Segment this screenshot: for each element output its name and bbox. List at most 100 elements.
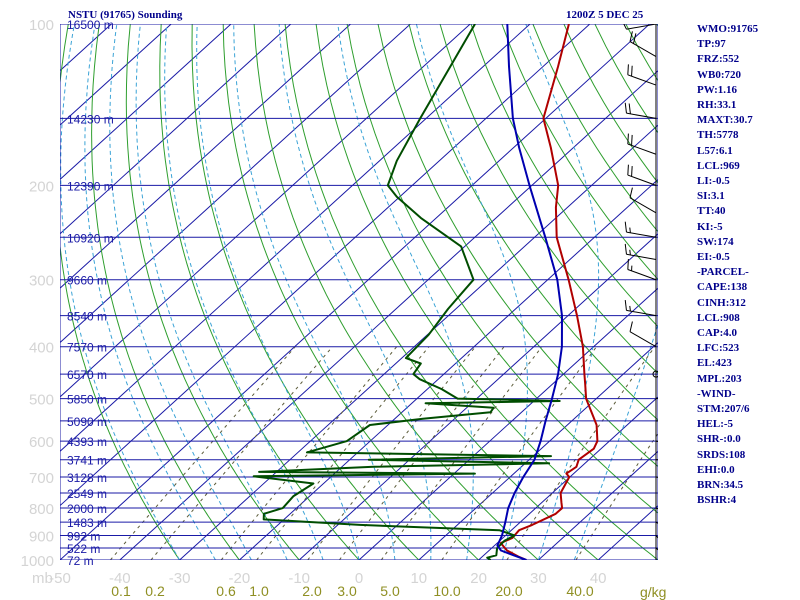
wind-barb	[655, 521, 658, 524]
stability-index-item: WB0:720	[697, 68, 741, 81]
wind-barb-feather	[670, 558, 676, 567]
wind-barb	[655, 507, 658, 510]
wind-barb	[656, 559, 657, 560]
wind-barb-feather	[680, 537, 682, 547]
dry-adiabat-line	[191, 24, 420, 560]
mixing-ratio-label: 2.0	[302, 583, 322, 599]
stability-index-item: STM:207/6	[697, 403, 750, 416]
wind-barb	[655, 440, 658, 442]
wind-barb-feather	[624, 102, 627, 114]
height-label: 3128 m	[67, 471, 107, 485]
height-label: 9660 m	[67, 274, 107, 288]
pressure-tick-label: 100	[29, 17, 54, 34]
wind-barb-feather	[631, 134, 633, 146]
wind-barb	[626, 309, 657, 317]
mixing-ratio-line	[506, 346, 656, 560]
wind-barb-feather	[627, 164, 629, 176]
wind-barb-half-feather	[672, 583, 675, 587]
mixing-ratio-label: 0.2	[145, 583, 165, 599]
wind-barb	[627, 174, 657, 186]
stability-index-item: EL:423	[697, 357, 732, 370]
moist-adiabat-line	[233, 24, 396, 560]
pressure-tick-label: 900	[29, 528, 54, 545]
wind-barb	[629, 331, 657, 348]
pressure-tick-label: 1000	[21, 553, 54, 570]
mixing-ratio-line	[575, 432, 658, 560]
stability-index-item: CAPE:138	[697, 281, 748, 294]
height-label: 3741 m	[67, 454, 107, 468]
wind-barb-half-feather	[629, 305, 631, 312]
wind-barb-half-feather	[629, 227, 631, 233]
height-label: 5850 m	[67, 393, 107, 407]
stability-index-item: LFC:523	[697, 342, 740, 355]
stability-index-item: SRDS:108	[697, 448, 746, 461]
stability-index-item: KI:-5	[697, 220, 723, 233]
pressure-tick-label: 700	[29, 470, 54, 487]
height-label: 2000 m	[67, 502, 107, 516]
wind-barb-feather	[624, 221, 627, 233]
height-label: 72 m	[67, 554, 94, 568]
height-label: 1483 m	[67, 516, 107, 530]
isotherm-line	[538, 450, 658, 560]
dry-adiabat-line	[315, 24, 658, 560]
pressure-tick-label: 500	[29, 392, 54, 409]
stability-index-item: LCL:908	[697, 311, 740, 324]
sounding-title: NSTU (91765) Sounding	[68, 9, 183, 21]
isotherm-line	[60, 24, 351, 289]
height-label: 7570 m	[67, 341, 107, 355]
pressure-tick-label: 600	[29, 434, 54, 451]
mixing-ratio-label: 0.1	[111, 583, 131, 599]
wind-barb	[655, 535, 658, 539]
temperature-tick-label: -20	[229, 570, 251, 587]
wind-barb	[629, 197, 657, 214]
stability-index-item: TP:97	[697, 38, 726, 51]
height-label: 16500 m	[67, 18, 114, 32]
stability-index-item: SW:174	[697, 235, 734, 248]
wind-barb-feather	[631, 166, 633, 177]
dry-adiabat-line	[253, 24, 539, 560]
mixing-ratio-line	[150, 346, 333, 560]
mixing-ratio-label: 5.0	[380, 583, 400, 599]
temperature-tick-label: 20	[470, 570, 487, 587]
wind-barb-feather	[629, 321, 633, 332]
height-label: 522 m	[67, 542, 100, 556]
wind-barb	[655, 547, 658, 551]
stability-index-item: BSHR:4	[697, 494, 737, 507]
wind-barb	[627, 74, 657, 86]
isotherm-line	[239, 178, 658, 560]
height-label: 2549 m	[67, 487, 107, 501]
mixing-ratio-label: 0.6	[216, 583, 236, 599]
stability-index-item: LCL:969	[697, 159, 740, 172]
wind-barb-half-feather	[686, 446, 687, 451]
isotherm-line	[358, 287, 658, 560]
wind-barb	[626, 24, 657, 30]
isotherm-line	[179, 124, 658, 560]
height-label: 5090 m	[67, 415, 107, 429]
dewpoint-trace	[252, 24, 561, 560]
wind-barb-feather	[627, 133, 629, 145]
pressure-tick-label: 300	[29, 273, 54, 290]
stability-index-item: SI:3.1	[697, 190, 725, 203]
isotherm-line	[60, 24, 232, 181]
sounding-traces	[252, 24, 599, 560]
wind-barb-feather	[631, 65, 633, 77]
wind-barb-profile	[623, 24, 687, 587]
wind-barb-feather	[627, 259, 629, 270]
temperature-tick-label: 40	[590, 570, 607, 587]
wind-barb	[655, 397, 658, 400]
isotherm-line	[418, 341, 658, 560]
moist-adiabat-line	[164, 24, 324, 560]
height-label: 12390 m	[67, 179, 114, 193]
pressure-tick-label: 400	[29, 340, 54, 357]
temperature-tick-label: -10	[288, 570, 310, 587]
isotherm-line	[60, 24, 292, 235]
stability-index-item: CAP:4.0	[697, 327, 738, 340]
wind-barb-half-feather	[629, 249, 631, 256]
wind-barb-feather	[675, 567, 679, 577]
temperature-tick-label: 0	[355, 570, 363, 587]
isotherm-line	[478, 396, 658, 560]
mixing-ratio-unit-label: g/kg	[640, 584, 666, 600]
moist-adiabat-line	[135, 24, 288, 560]
isotherm-line	[60, 24, 591, 507]
